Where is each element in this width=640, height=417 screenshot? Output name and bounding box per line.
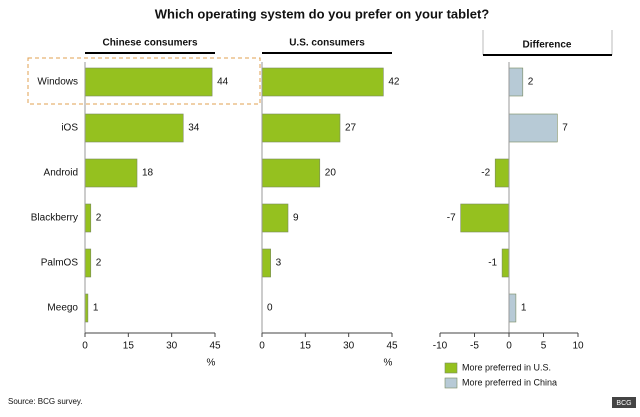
category-label: PalmOS xyxy=(41,258,79,269)
x-axis-label: % xyxy=(207,358,216,369)
x-tick-label: 10 xyxy=(572,341,584,352)
data-label: 7 xyxy=(562,123,568,134)
data-label: -2 xyxy=(481,168,490,179)
x-tick-label: -5 xyxy=(470,341,479,352)
x-tick-label: 30 xyxy=(166,341,178,352)
chart-title: Which operating system do you prefer on … xyxy=(155,6,489,21)
legend-label: More preferred in U.S. xyxy=(462,362,551,372)
logo: BCG xyxy=(616,400,631,407)
data-label: -1 xyxy=(488,258,497,269)
bar xyxy=(494,158,510,188)
bar xyxy=(508,293,517,323)
data-label: 34 xyxy=(188,123,200,134)
data-label: 1 xyxy=(93,303,99,314)
data-label: 0 xyxy=(267,303,273,314)
data-label: 42 xyxy=(388,77,400,88)
data-label: 1 xyxy=(521,303,527,314)
x-tick-label: 45 xyxy=(386,341,398,352)
x-tick-label: 15 xyxy=(300,341,312,352)
bar xyxy=(261,113,341,143)
category-label: Android xyxy=(44,168,78,179)
x-tick-label: 0 xyxy=(82,341,88,352)
bar xyxy=(84,203,92,233)
bar xyxy=(460,203,510,233)
source: Source: BCG survey. xyxy=(8,397,83,406)
bar xyxy=(84,67,213,97)
x-tick-label: 0 xyxy=(259,341,265,352)
logo-box xyxy=(612,397,636,408)
bar xyxy=(508,113,558,143)
data-label: 9 xyxy=(293,213,299,224)
category-label: iOS xyxy=(61,123,78,134)
legend-swatch xyxy=(444,377,458,389)
data-label: 3 xyxy=(276,258,282,269)
bar xyxy=(501,248,510,278)
bar xyxy=(261,203,289,233)
legend-swatch xyxy=(444,362,458,374)
data-label: 18 xyxy=(142,168,154,179)
data-label: 20 xyxy=(325,168,337,179)
panel-title: Difference xyxy=(523,40,572,51)
data-label: 2 xyxy=(96,213,102,224)
data-label: 2 xyxy=(528,77,534,88)
bar xyxy=(261,67,384,97)
panel-title: U.S. consumers xyxy=(289,38,365,49)
legend-label: More preferred in China xyxy=(462,377,557,387)
data-label: 27 xyxy=(345,123,357,134)
category-label: Meego xyxy=(47,303,78,314)
x-tick-label: 0 xyxy=(506,341,512,352)
bar xyxy=(84,113,184,143)
data-label: -7 xyxy=(447,213,456,224)
data-label: 44 xyxy=(217,77,229,88)
bar xyxy=(84,158,138,188)
bar xyxy=(261,158,321,188)
category-label: Windows xyxy=(37,77,78,88)
x-axis-label: % xyxy=(384,358,393,369)
bar xyxy=(84,248,92,278)
x-tick-label: 15 xyxy=(123,341,135,352)
x-tick-label: 30 xyxy=(343,341,355,352)
x-tick-label: 5 xyxy=(541,341,547,352)
x-tick-label: -10 xyxy=(433,341,448,352)
x-tick-label: 45 xyxy=(209,341,221,352)
category-label: Blackberry xyxy=(31,213,78,224)
highlight-box xyxy=(27,57,261,105)
bar xyxy=(508,67,524,97)
data-label: 2 xyxy=(96,258,102,269)
bar xyxy=(261,248,271,278)
panel-title: Chinese consumers xyxy=(102,38,197,49)
